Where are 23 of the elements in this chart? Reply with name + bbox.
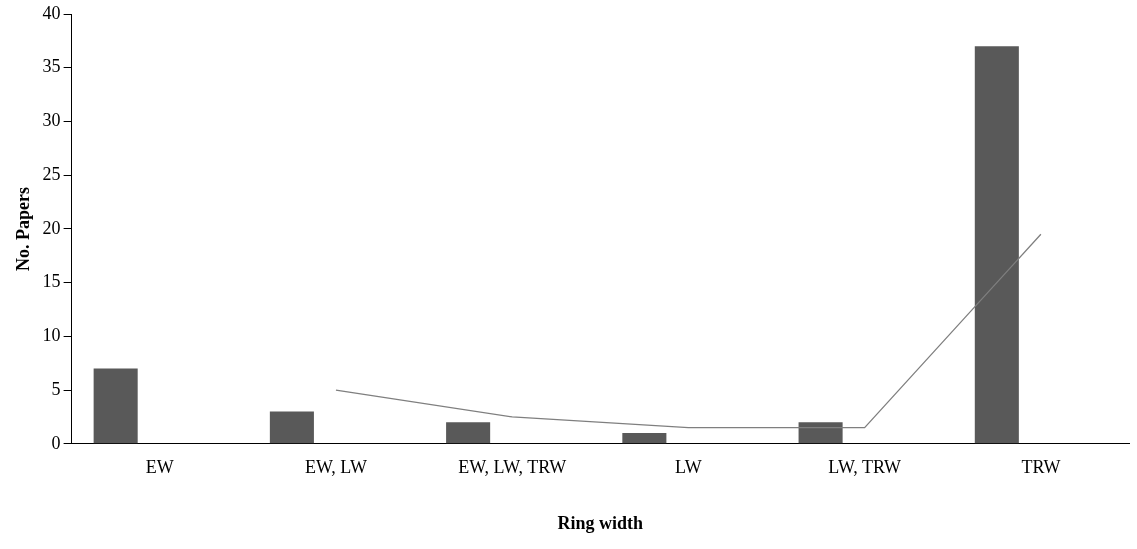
y-tick-label: 35	[42, 56, 61, 77]
y-tick-label: 10	[42, 325, 61, 346]
x-tick-label: EW, LW, TRW	[458, 457, 567, 478]
x-tick-label: EW	[145, 457, 174, 478]
y-tick-label: 5	[51, 378, 61, 399]
bar	[798, 422, 843, 444]
y-tick-label: 15	[42, 271, 61, 292]
y-tick-label: 25	[42, 163, 61, 184]
bar	[93, 368, 138, 444]
bar	[622, 433, 667, 444]
x-tick-label: TRW	[1021, 457, 1061, 478]
bar	[974, 46, 1019, 444]
x-axis-title: Ring width	[557, 512, 644, 533]
bar	[269, 411, 314, 444]
y-axis-title: No. Papers	[13, 186, 34, 271]
y-tick-label: 30	[42, 110, 61, 131]
y-tick-label: 40	[42, 2, 61, 23]
y-tick-label: 0	[51, 432, 61, 453]
x-tick-label: EW, LW	[304, 457, 367, 478]
x-tick-label: LW, TRW	[828, 457, 901, 478]
x-tick-label: LW	[675, 457, 702, 478]
y-tick-label: 20	[42, 217, 61, 238]
bar	[446, 422, 491, 444]
